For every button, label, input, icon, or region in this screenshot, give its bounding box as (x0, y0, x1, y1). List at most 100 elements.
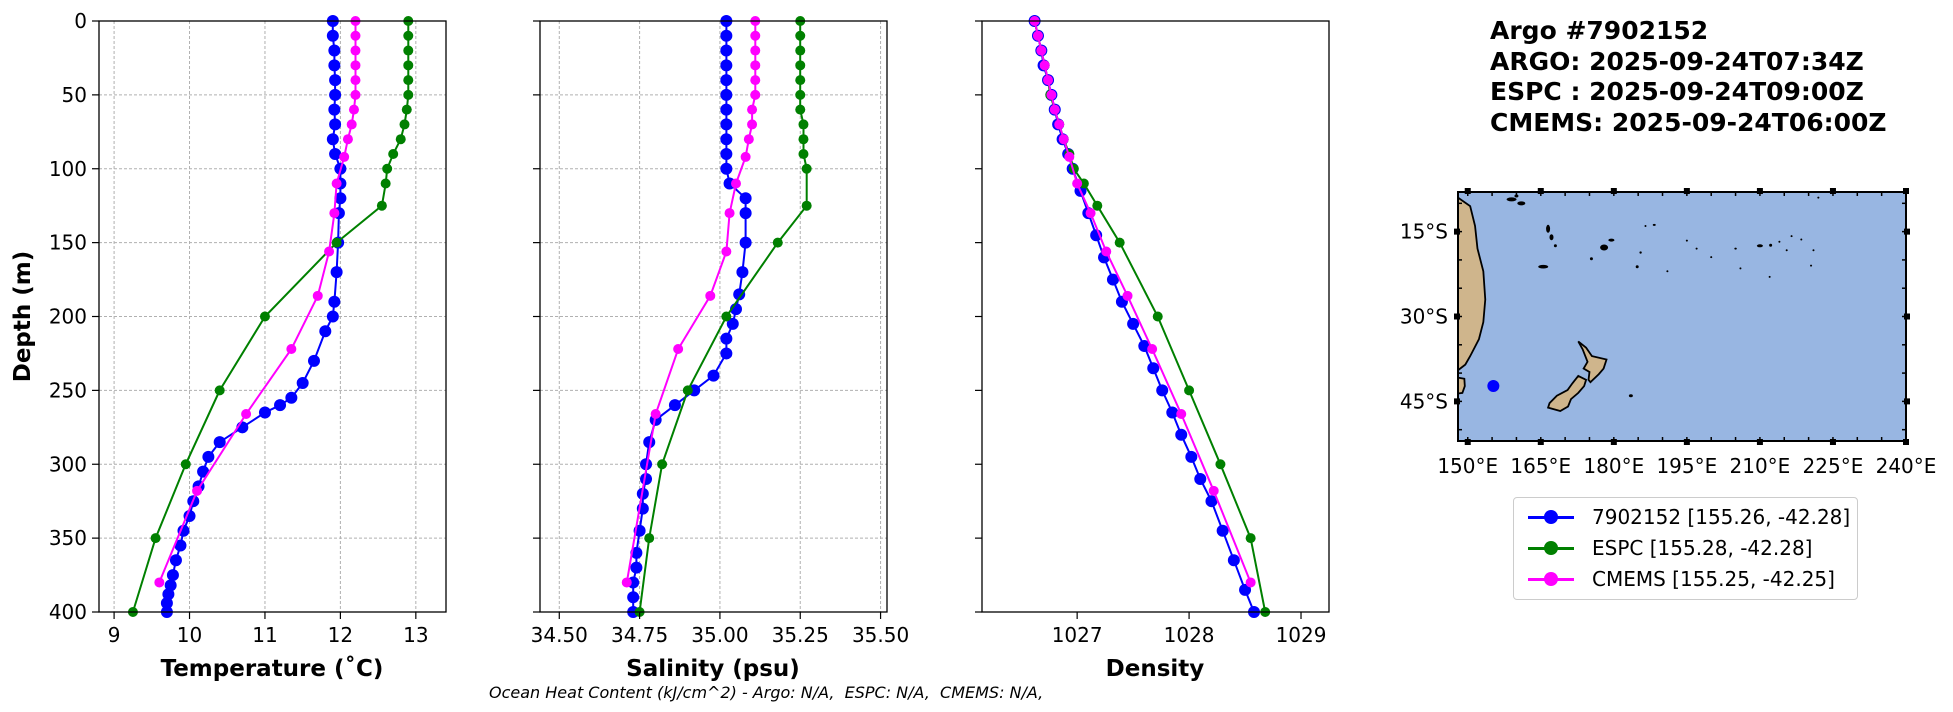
data-point-cmems (1085, 208, 1096, 219)
data-point-7902152 (1227, 554, 1240, 567)
data-point-espc (403, 75, 414, 86)
legend-label: 7902152 [155.26, -42.28] (1592, 505, 1851, 529)
data-point-7902152 (329, 74, 342, 87)
data-point-espc (798, 134, 809, 145)
data-point-cmems (1043, 75, 1054, 86)
data-point-7902152 (329, 118, 342, 131)
legend-item-espc: ESPC [155.28, -42.28] (1524, 533, 1854, 563)
y-tick-label: 300 (49, 452, 87, 476)
legend-item-argo: 7902152 [155.26, -42.28] (1524, 502, 1854, 532)
data-point-cmems (324, 246, 335, 257)
data-point-cmems (650, 409, 661, 420)
data-point-7902152 (328, 59, 341, 72)
data-point-cmems (1072, 178, 1083, 189)
data-point-espc (795, 30, 806, 41)
data-point-espc (657, 459, 668, 470)
map-tick (1829, 188, 1836, 194)
data-point-espc (403, 45, 414, 56)
island (1817, 196, 1820, 199)
data-point-cmems (350, 89, 361, 100)
data-point-7902152 (177, 524, 190, 537)
x-tick-label: 1028 (1164, 623, 1215, 647)
data-point-cmems (350, 30, 361, 41)
data-point-espc (1184, 385, 1195, 396)
series-line-7902152 (1033, 20, 1255, 613)
data-point-cmems (1058, 134, 1069, 145)
data-point-7902152 (202, 450, 215, 463)
y-tick-label: 200 (49, 305, 87, 329)
data-point-cmems (747, 104, 758, 115)
data-point-cmems (350, 75, 361, 86)
profile-panel-3: 1027 1028 1029 Density (975, 15, 1330, 682)
x-tick-label: 35.00 (691, 623, 748, 647)
data-point-7902152 (296, 376, 309, 389)
y-tick-label: 350 (49, 526, 87, 550)
data-point-espc (1245, 533, 1256, 544)
data-point-7902152 (707, 369, 720, 382)
data-point-espc (801, 163, 812, 174)
y-axis-label: Depth (m) (10, 251, 36, 383)
data-point-7902152 (720, 59, 733, 72)
data-point-espc (331, 237, 342, 248)
x-tick-label: 1029 (1276, 623, 1327, 647)
y-tick-label: 150 (49, 231, 87, 255)
data-point-cmems (1054, 119, 1065, 130)
island (1644, 224, 1647, 227)
island (1652, 223, 1656, 226)
map-tick (1683, 188, 1690, 194)
legend-label: ESPC [155.28, -42.28] (1592, 536, 1813, 560)
data-point-7902152 (1106, 273, 1119, 286)
data-point-espc (795, 104, 806, 115)
data-point-7902152 (166, 569, 179, 582)
map-tick (1464, 188, 1471, 194)
map-tick (1454, 313, 1460, 320)
island (1600, 244, 1609, 251)
data-point-cmems (743, 134, 754, 145)
data-point-cmems (750, 30, 761, 41)
data-point-7902152 (668, 399, 681, 412)
data-point-7902152 (326, 133, 339, 146)
island (1538, 264, 1549, 269)
y-tick-label: 50 (62, 83, 87, 107)
data-point-7902152 (1175, 428, 1188, 441)
island (1778, 240, 1781, 243)
data-point-cmems (730, 178, 741, 189)
island (1628, 394, 1633, 398)
map-tick (1537, 188, 1544, 194)
data-point-7902152 (213, 436, 226, 449)
island (1785, 249, 1788, 252)
data-point-7902152 (328, 44, 341, 57)
map-lon-label: 165°E (1510, 454, 1571, 478)
y-tick-label: 0 (74, 9, 87, 33)
data-point-7902152 (1205, 495, 1218, 508)
data-point-cmems (348, 104, 359, 115)
data-point-7902152 (733, 288, 746, 301)
data-point-cmems (1208, 485, 1219, 496)
data-point-7902152 (330, 266, 343, 279)
data-point-7902152 (720, 347, 733, 360)
map-tick (1537, 439, 1544, 445)
x-tick-label: 9 (108, 623, 121, 647)
data-point-7902152 (630, 561, 643, 574)
data-point-7902152 (1156, 384, 1169, 397)
map-tick (1454, 228, 1460, 235)
data-point-7902152 (720, 133, 733, 146)
data-point-cmems (339, 151, 350, 162)
map-tick (1454, 398, 1460, 405)
float-location-marker (1487, 379, 1500, 392)
island (1517, 201, 1526, 206)
data-point-7902152 (328, 103, 341, 116)
profile-panel-2: 34.50 34.75 35.00 35.25 35.50 Salinity (psu) (531, 15, 909, 682)
y-tick-label: 250 (49, 378, 87, 402)
data-point-7902152 (319, 325, 332, 338)
island (1790, 235, 1793, 238)
data-point-cmems (750, 89, 761, 100)
x-axis-label: Temperature (˚C) (161, 655, 384, 682)
data-point-7902152 (720, 147, 733, 160)
x-tick-label: 34.75 (611, 623, 668, 647)
data-point-espc (772, 237, 783, 248)
data-point-7902152 (334, 192, 347, 205)
data-point-cmems (350, 60, 361, 71)
island (1734, 247, 1737, 250)
